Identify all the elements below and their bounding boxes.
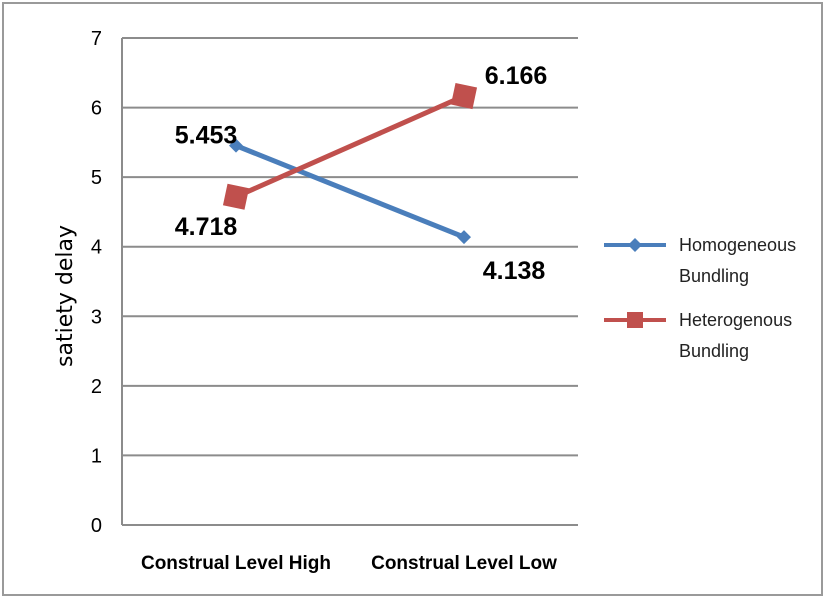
y-tick-label: 6 — [91, 98, 102, 120]
x-category-label: Construal Level Low — [371, 553, 557, 574]
series-line-homogeneous — [233, 143, 467, 240]
y-tick-label: 1 — [91, 445, 102, 467]
x-category-labels: Construal Level High Construal Level Low — [141, 553, 557, 574]
gridlines — [121, 37, 578, 526]
y-tick-label: 2 — [91, 376, 102, 398]
y-tick-label: 3 — [91, 306, 102, 328]
legend-label: Heterogenous — [679, 310, 792, 330]
point-marker-diamond — [457, 230, 471, 245]
y-tick-label: 4 — [91, 237, 102, 259]
legend-marker-diamond — [628, 238, 642, 252]
y-axis-label: satiety delay — [53, 225, 78, 367]
y-tick-labels: 0 1 2 3 4 5 6 7 — [91, 28, 102, 537]
point-marker-diamond — [229, 138, 243, 153]
series-group — [222, 82, 478, 245]
data-label: 6.166 — [485, 62, 548, 90]
data-labels: 5.453 4.138 4.718 6.166 — [175, 62, 548, 285]
y-tick-label: 5 — [91, 167, 102, 189]
data-label: 4.718 — [175, 213, 238, 241]
series-line-heterogenous — [233, 93, 467, 200]
data-label: 4.138 — [483, 257, 546, 285]
data-label: 5.453 — [175, 122, 238, 150]
point-marker-square — [222, 183, 250, 210]
y-tick-label: 7 — [91, 28, 102, 50]
legend: Homogeneous Bundling Heterogenous Bundling — [604, 235, 796, 361]
x-category-label: Construal Level High — [141, 553, 331, 574]
legend-marker-square — [627, 312, 643, 328]
point-marker-square — [450, 82, 478, 110]
legend-label: Bundling — [679, 266, 749, 286]
legend-label: Homogeneous — [679, 235, 796, 255]
y-tick-label: 0 — [91, 515, 102, 537]
legend-label: Bundling — [679, 341, 749, 361]
